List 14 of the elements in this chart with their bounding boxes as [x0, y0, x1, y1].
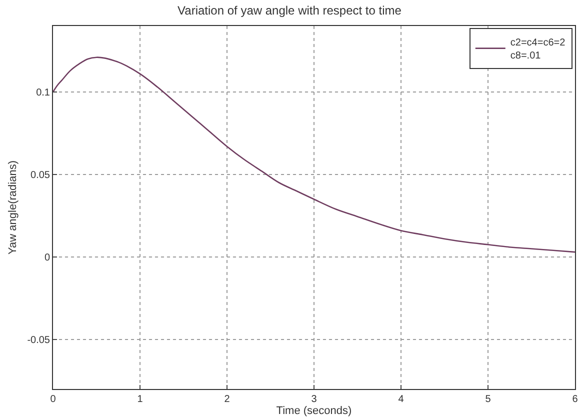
- y-tick-label: 0.1: [36, 88, 50, 98]
- x-tick-label: 3: [311, 394, 318, 405]
- y-tick-label: -0.05: [27, 335, 50, 346]
- chart-title: Variation of yaw angle with respect to time: [178, 4, 402, 18]
- y-tick-label: 0.05: [30, 170, 50, 181]
- x-tick-label: 5: [485, 394, 492, 405]
- x-tick-label: 4: [398, 394, 404, 405]
- y-tick-label: 0: [44, 252, 50, 264]
- x-tick-label: 1: [137, 394, 144, 405]
- y-axis-title: Yaw angle(radians): [6, 160, 19, 254]
- x-tick-label: 6: [572, 394, 578, 405]
- x-tick-label: 2: [224, 394, 230, 405]
- legend-label: c2=c4=c6=2 c8=.01: [510, 38, 566, 62]
- x-axis-title: Time (seconds): [276, 405, 352, 418]
